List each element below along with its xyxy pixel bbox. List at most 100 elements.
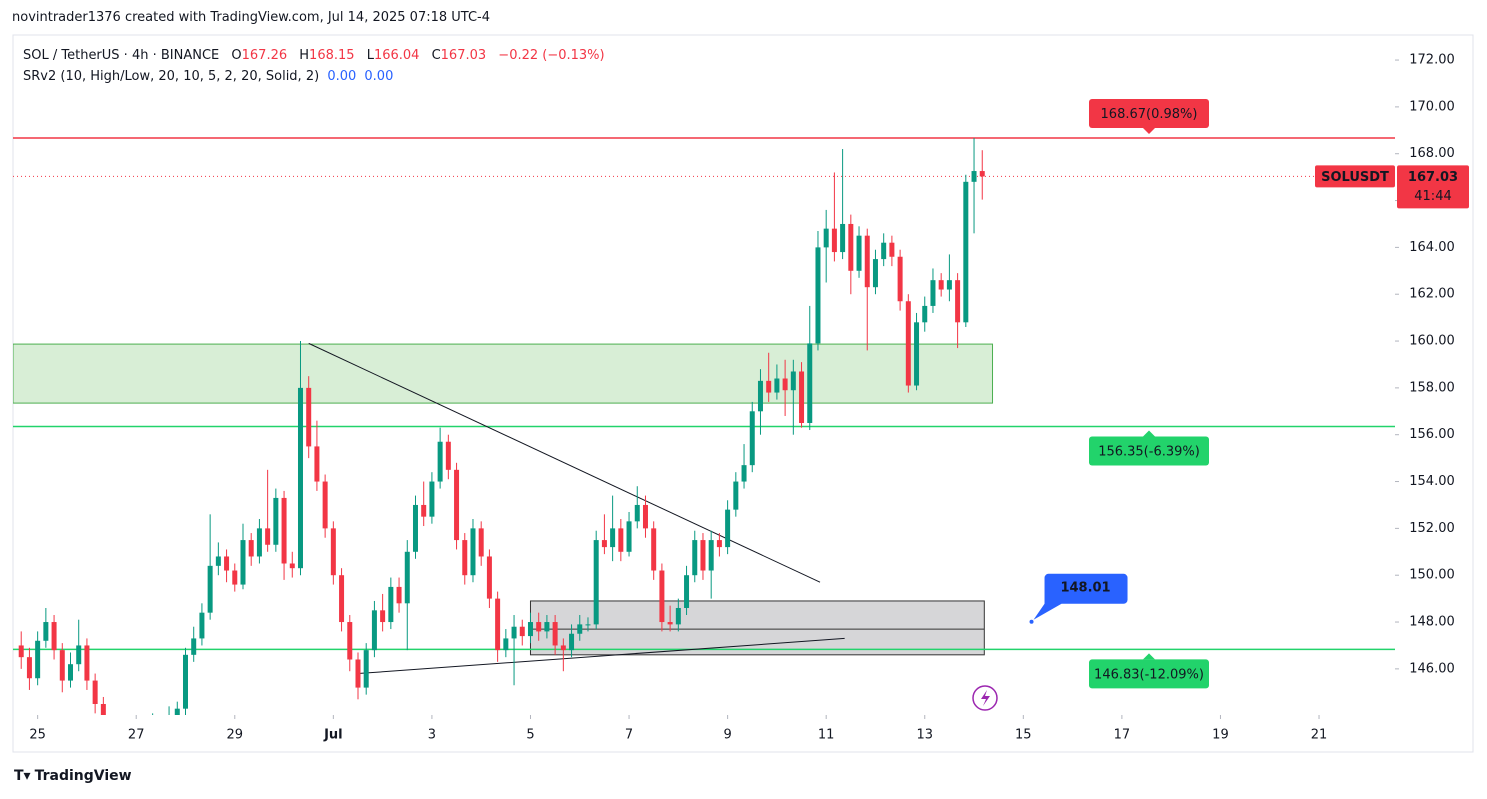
y-tick-label: 158.00 bbox=[1409, 380, 1455, 395]
x-tick-label: 21 bbox=[1311, 728, 1328, 743]
level-label: 168.67(0.98%) bbox=[1101, 107, 1198, 122]
candle-body bbox=[59, 650, 65, 681]
candle-body bbox=[256, 528, 262, 557]
x-tick-label: 7 bbox=[625, 728, 633, 743]
candle-body bbox=[938, 280, 944, 290]
ohlc: L166.04 bbox=[367, 48, 424, 63]
level-label-box bbox=[1089, 659, 1209, 689]
candle-body bbox=[807, 343, 813, 424]
candle-body bbox=[330, 528, 336, 576]
candle-body bbox=[790, 371, 796, 391]
candle-body bbox=[347, 622, 353, 660]
candle-body bbox=[618, 528, 624, 552]
candle-body bbox=[716, 540, 722, 548]
candle-body bbox=[757, 380, 763, 412]
x-tick-label: 27 bbox=[128, 728, 145, 743]
candle-body bbox=[240, 540, 246, 585]
candle-body bbox=[946, 280, 952, 290]
candle-body bbox=[265, 528, 271, 545]
candle-body bbox=[429, 481, 435, 517]
price-tag-label: 167.03 bbox=[1408, 170, 1458, 185]
y-tick-label: 150.00 bbox=[1409, 568, 1455, 583]
level-label-pointer bbox=[1143, 430, 1155, 437]
zone bbox=[13, 343, 994, 404]
candle-body bbox=[569, 633, 575, 651]
candle-body bbox=[700, 540, 706, 571]
candle-body bbox=[585, 624, 591, 626]
candle-body bbox=[684, 575, 690, 608]
candle-body bbox=[495, 598, 501, 651]
candle-body bbox=[35, 640, 41, 679]
candle-body bbox=[92, 680, 98, 704]
x-tick-label: 11 bbox=[818, 728, 835, 743]
candle-body bbox=[840, 223, 846, 253]
candle-body bbox=[749, 411, 755, 466]
candle-body bbox=[297, 387, 303, 569]
candle-body bbox=[519, 626, 525, 637]
candle-body bbox=[396, 586, 402, 604]
candle-body bbox=[199, 612, 205, 639]
y-tick-label: 164.00 bbox=[1409, 240, 1455, 255]
ohlc: H168.15 bbox=[299, 48, 358, 63]
candle-body bbox=[692, 540, 698, 576]
ohlc-value: 167.26 bbox=[241, 48, 288, 63]
x-tick-label: 15 bbox=[1015, 728, 1032, 743]
candle-body bbox=[412, 504, 418, 552]
candle-body bbox=[215, 556, 221, 566]
symbol-tag-label: SOLUSDT bbox=[1321, 170, 1389, 185]
candle-body bbox=[782, 378, 788, 391]
symbol: SOL / TetherUS · 4h · BINANCE bbox=[23, 48, 220, 63]
callout-label: 148.01 bbox=[1060, 580, 1110, 595]
candle-body bbox=[856, 235, 862, 271]
x-tick-label: 13 bbox=[916, 728, 933, 743]
candle-body bbox=[248, 540, 254, 557]
legend: SOL / TetherUS · 4h · BINANCE O167.26 H1… bbox=[23, 45, 609, 87]
candle-body bbox=[232, 570, 238, 585]
candle-body bbox=[741, 465, 747, 482]
candle-body bbox=[766, 380, 772, 393]
candle-body bbox=[281, 497, 287, 564]
candle-body bbox=[117, 739, 122, 744]
footer: T▾ TradingView bbox=[14, 768, 132, 784]
y-tick-label: 152.00 bbox=[1409, 521, 1455, 536]
candle-body bbox=[26, 657, 32, 679]
y-tick-label: 162.00 bbox=[1409, 287, 1455, 302]
ohlc-value: 166.04 bbox=[373, 48, 420, 63]
x-tick-label: 19 bbox=[1212, 728, 1229, 743]
candle-body bbox=[167, 730, 172, 742]
x-tick-label: 3 bbox=[428, 728, 436, 743]
candle-body bbox=[511, 626, 517, 639]
candle-body bbox=[905, 301, 911, 386]
event-bolt bbox=[981, 690, 990, 706]
candle-body bbox=[109, 727, 114, 739]
candle-body bbox=[486, 556, 492, 599]
candle-body bbox=[322, 481, 328, 529]
candle-body bbox=[897, 256, 903, 302]
candle-body bbox=[421, 504, 427, 517]
candle-body bbox=[725, 509, 731, 548]
y-tick-label: 168.00 bbox=[1409, 146, 1455, 161]
indicator-name: SRv2 (10, High/Low, 20, 10, 5, 2, 20, So… bbox=[23, 69, 320, 84]
candle-body bbox=[371, 610, 377, 651]
candle-body bbox=[922, 305, 928, 323]
candle-body bbox=[831, 228, 837, 253]
candle-body bbox=[150, 725, 155, 739]
overlay: 146.00148.00150.00152.00154.00156.00158.… bbox=[29, 53, 1469, 743]
plot-area bbox=[13, 137, 1395, 744]
ohlc-value: 168.15 bbox=[309, 48, 355, 63]
candle-body bbox=[454, 469, 460, 541]
candle-body bbox=[224, 556, 230, 571]
candle-body bbox=[84, 645, 90, 681]
candle-body bbox=[577, 624, 583, 634]
candle-body bbox=[273, 497, 279, 545]
ohlc-label: O bbox=[231, 48, 242, 63]
candle-body bbox=[100, 703, 106, 715]
y-tick-label: 154.00 bbox=[1409, 474, 1455, 489]
candle-body bbox=[445, 441, 451, 470]
candle-body bbox=[527, 622, 533, 637]
x-tick-label: 9 bbox=[723, 728, 731, 743]
y-tick-label: 160.00 bbox=[1409, 334, 1455, 349]
candle-body bbox=[18, 645, 24, 658]
event-icon[interactable] bbox=[972, 685, 998, 711]
